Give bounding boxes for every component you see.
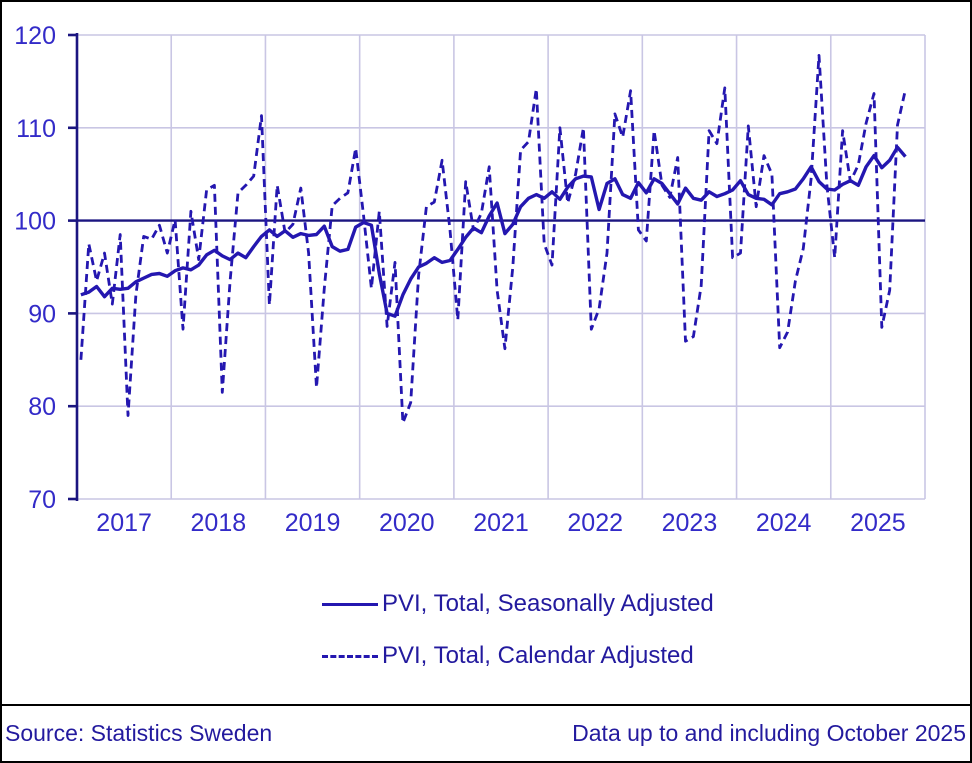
y-tick-label: 70 (28, 486, 56, 514)
x-year-label: 2025 (850, 509, 906, 537)
x-year-label: 2017 (96, 509, 152, 537)
y-tick-label: 90 (28, 300, 56, 328)
y-tick-label: 120 (14, 22, 56, 50)
x-year-label: 2020 (379, 509, 435, 537)
data-coverage-text: Data up to and including October 2025 (572, 720, 966, 746)
solid-line-swatch (322, 602, 378, 606)
x-year-label: 2019 (285, 509, 341, 537)
footer: Source: Statistics Sweden Data up to and… (2, 704, 970, 761)
y-tick-label: 110 (16, 115, 56, 143)
y-tick-label: 100 (14, 208, 56, 236)
legend-label: PVI, Total, Calendar Adjusted (382, 642, 694, 669)
legend-item-calendar-adjusted: PVI, Total, Calendar Adjusted (322, 642, 714, 670)
chart-canvas: 70 80 90 100 110 120 2017 2018 2019 2020 2021 2022 2… (14, 22, 926, 537)
x-year-label: 2024 (756, 509, 812, 537)
series-line-dashed (79, 54, 907, 425)
legend: PVI, Total, Seasonally Adjusted PVI, Tot… (322, 590, 714, 670)
source-text: Source: Statistics Sweden (5, 720, 273, 746)
x-year-label: 2022 (567, 509, 623, 537)
legend-item-seasonally-adjusted: PVI, Total, Seasonally Adjusted (322, 590, 714, 618)
legend-label: PVI, Total, Seasonally Adjusted (382, 590, 714, 617)
y-tick-label: 80 (28, 393, 56, 421)
chart-area: 70 80 90 100 110 120 2017 2018 2019 2020 2021 2022 2… (2, 2, 970, 562)
x-year-label: 2018 (191, 509, 247, 537)
x-year-label: 2023 (662, 509, 718, 537)
x-year-label: 2021 (473, 509, 529, 537)
dashed-line-swatch (322, 654, 378, 658)
